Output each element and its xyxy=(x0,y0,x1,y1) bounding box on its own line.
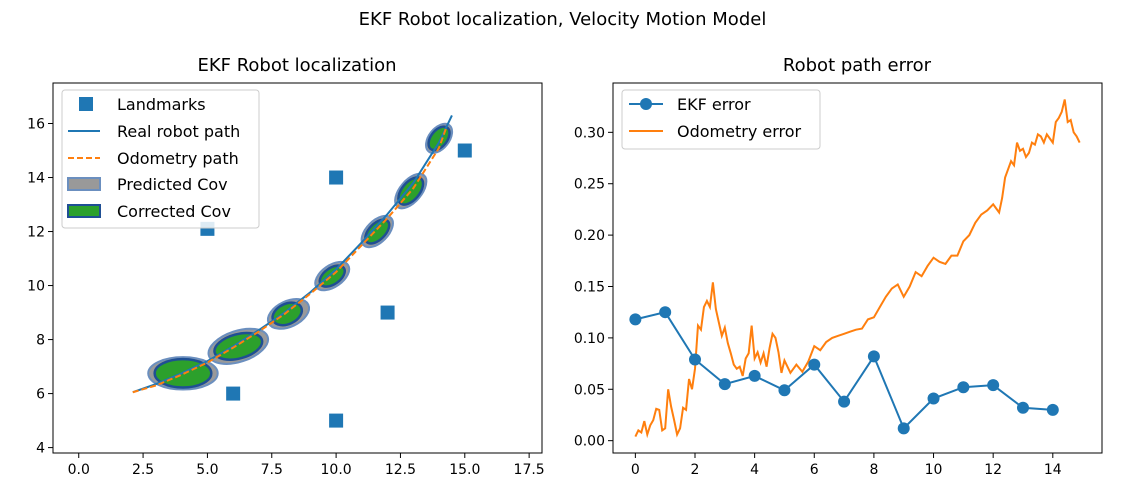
error-legend: EKF error Odometry error xyxy=(621,89,821,150)
ekf-error-point xyxy=(927,392,940,405)
odometry-error-line xyxy=(634,99,1081,439)
localization-x-tick-label: 5.0 xyxy=(196,462,218,478)
localization-x-tick-label: 7.5 xyxy=(261,462,283,478)
landmark-marker xyxy=(226,386,241,401)
corrected-cov-ellipse xyxy=(213,331,264,361)
legend-predicted-cov-label: Predicted Cov xyxy=(117,175,228,194)
localization-x-tick-label: 2.5 xyxy=(132,462,154,478)
error-x-tick-label: 0 xyxy=(631,462,640,478)
legend-corrected-cov-patch xyxy=(67,204,101,218)
error-x-tick-label: 6 xyxy=(810,462,819,478)
localization-x-tick-label: 0.0 xyxy=(68,462,90,478)
ekf-error-point xyxy=(1016,401,1029,414)
localization-y-tick-label: 12 xyxy=(27,225,45,241)
error-frame xyxy=(612,82,1103,454)
legend-odometry-error-label: Odometry error xyxy=(677,122,802,141)
localization-y-tick-label: 10 xyxy=(27,279,45,295)
localization-x-tick-label: 17.5 xyxy=(514,462,545,478)
legend-ekf-marker xyxy=(640,98,652,110)
error-y-tick-label: 0.05 xyxy=(574,382,605,398)
error-y-tick-label: 0.30 xyxy=(574,125,605,141)
error-chart: Robot path error 0 2 4 6 8 10 12 14 0.00 0.05 0.10… xyxy=(574,55,1103,478)
localization-y-tick-label: 14 xyxy=(27,171,45,187)
ekf-error-point xyxy=(629,313,642,326)
ekf-error-point xyxy=(718,378,731,391)
error-chart-title: Robot path error xyxy=(783,55,932,76)
error-y-tick-label: 0.20 xyxy=(574,228,605,244)
ekf-error-point xyxy=(808,358,821,371)
ekf-error-point xyxy=(897,422,910,435)
ekf-error-point xyxy=(659,306,672,319)
legend-real-path-label: Real robot path xyxy=(117,122,240,141)
localization-legend-box xyxy=(61,89,260,229)
legend-predicted-cov-patch xyxy=(67,177,101,191)
legend-landmarks-marker xyxy=(79,97,93,111)
ekf-error-point xyxy=(838,395,851,408)
corrected-cov-ellipse xyxy=(397,176,425,206)
legend-corrected-cov-label: Corrected Cov xyxy=(117,202,231,221)
localization-y-tick-label: 6 xyxy=(36,387,45,403)
localization-frame xyxy=(52,82,543,454)
error-x-tick-label: 10 xyxy=(925,462,943,478)
localization-chart: EKF Robot localization 0.0 2.5 5.0 7.5 10.0 1… xyxy=(27,55,545,478)
landmark-marker xyxy=(457,143,472,158)
error-legend-box xyxy=(621,89,821,150)
error-x-tick-label: 14 xyxy=(1044,462,1062,478)
error-x-tick-label: 8 xyxy=(869,462,878,478)
landmark-marker xyxy=(329,413,344,428)
ekf-error-point xyxy=(1046,403,1059,416)
error-y-tick-label: 0.15 xyxy=(574,280,605,296)
landmark-marker xyxy=(380,305,395,320)
ekf-error-point xyxy=(778,384,791,397)
legend-landmarks-label: Landmarks xyxy=(117,95,206,114)
figure-title: EKF Robot localization, Velocity Motion … xyxy=(359,9,767,30)
error-y-tick-label: 0.10 xyxy=(574,331,605,347)
localization-legend: Landmarks Real robot path Odometry path … xyxy=(61,89,260,229)
corrected-cov-ellipse xyxy=(364,218,391,245)
legend-ekf-label: EKF error xyxy=(677,95,751,114)
localization-y-tick-label: 16 xyxy=(27,117,45,133)
localization-y-tick-label: 4 xyxy=(36,441,45,457)
ekf-error-point xyxy=(867,350,880,363)
localization-x-tick-label: 15.0 xyxy=(449,462,480,478)
error-y-tick-label: 0.25 xyxy=(574,177,605,193)
ekf-error-point xyxy=(748,369,761,382)
ekf-error-point xyxy=(688,353,701,366)
landmark-marker xyxy=(329,170,344,185)
localization-chart-title: EKF Robot localization xyxy=(197,55,396,76)
real-robot-path-line xyxy=(132,114,453,394)
odometry-path-line xyxy=(132,125,448,394)
localization-x-tick-label: 10.0 xyxy=(321,462,352,478)
error-x-tick-label: 4 xyxy=(750,462,759,478)
error-x-tick-label: 12 xyxy=(984,462,1002,478)
ekf-error-point xyxy=(987,379,1000,392)
localization-x-tick-label: 12.5 xyxy=(385,462,416,478)
localization-y-tick-label: 8 xyxy=(36,333,45,349)
error-x-tick-label: 2 xyxy=(691,462,700,478)
legend-odometry-label: Odometry path xyxy=(117,149,239,168)
ekf-error-point xyxy=(957,381,970,394)
error-y-tick-label: 0.00 xyxy=(574,434,605,450)
